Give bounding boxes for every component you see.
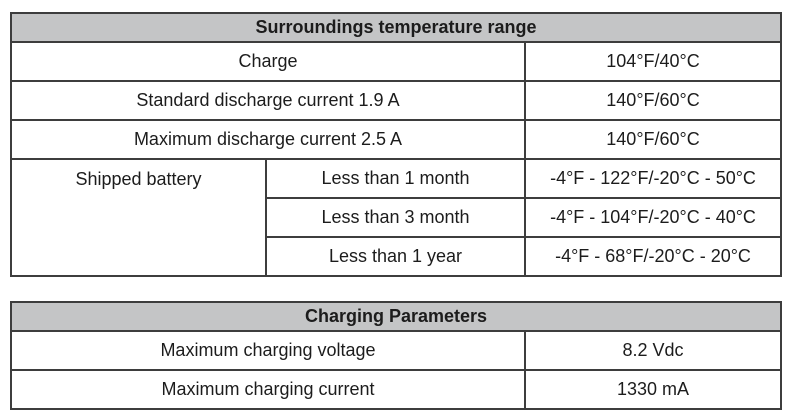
row-label-less-than-1-year: Less than 1 year [265,236,526,277]
table-header-row: Charging Parameters [9,301,783,332]
row-label-max-charging-current: Maximum charging current [10,369,526,410]
table-row: Standard discharge current 1.9 A 140°F/6… [10,80,783,121]
row-value-charge: 104°F/40°C [523,41,783,82]
table-row: Maximum charging current 1330 mA [10,369,783,410]
row-value-less-than-1-year: -4°F - 68°F/-20°C - 20°C [523,236,783,277]
row-value-standard-discharge: 140°F/60°C [523,80,783,121]
table-row: Less than 3 month -4°F - 104°F/-20°C - 4… [11,197,783,238]
surroundings-temperature-table: Surroundings temperature range Charge 10… [9,12,783,277]
table-row: Charge 104°F/40°C [10,41,783,82]
table-spacer [10,277,780,301]
row-value-maximum-discharge: 140°F/60°C [523,119,783,160]
table-row: Shipped battery Less than 1 month -4°F -… [10,158,783,277]
row-value-less-than-3-month: -4°F - 104°F/-20°C - 40°C [523,197,783,238]
row-label-charge: Charge [10,41,526,82]
row-label-less-than-1-month: Less than 1 month [265,158,526,199]
charging-parameters-table: Charging Parameters Maximum charging vol… [9,301,783,410]
row-label-max-charging-voltage: Maximum charging voltage [10,330,526,371]
table-row: Maximum charging voltage 8.2 Vdc [10,330,783,371]
charging-table-title: Charging Parameters [9,301,783,332]
row-label-shipped-battery: Shipped battery [10,158,267,277]
row-label-maximum-discharge: Maximum discharge current 2.5 A [10,119,526,160]
table-row: Less than 1 year -4°F - 68°F/-20°C - 20°… [11,236,783,277]
row-value-max-charging-voltage: 8.2 Vdc [523,330,783,371]
row-label-less-than-3-month: Less than 3 month [265,197,526,238]
table-row: Maximum discharge current 2.5 A 140°F/60… [10,119,783,160]
row-label-standard-discharge: Standard discharge current 1.9 A [10,80,526,121]
document-page: Surroundings temperature range Charge 10… [9,12,783,410]
table-header-row: Surroundings temperature range [9,12,783,43]
row-value-max-charging-current: 1330 mA [523,369,783,410]
surroundings-table-title: Surroundings temperature range [9,12,783,43]
row-value-less-than-1-month: -4°F - 122°F/-20°C - 50°C [523,158,783,199]
